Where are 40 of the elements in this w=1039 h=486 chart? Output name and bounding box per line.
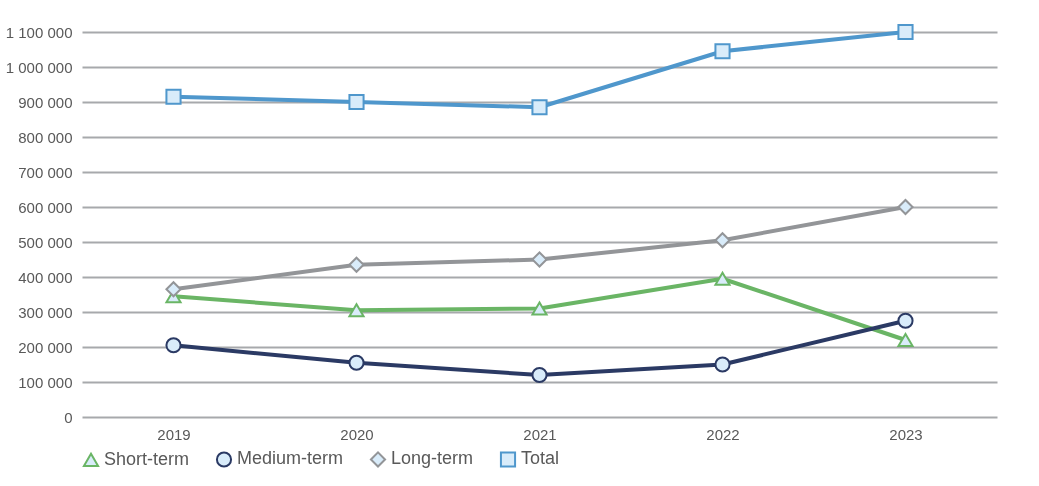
- point: [531, 99, 548, 116]
- point: [897, 332, 914, 348]
- legend-label: Total: [521, 448, 560, 469]
- y-tick-label: 1 000 000: [5, 58, 73, 76]
- y-tick-label: 200 000: [18, 338, 73, 356]
- x-tick-label: 2019: [157, 425, 191, 443]
- legend-label: Medium-term: [237, 448, 344, 469]
- point: [348, 354, 365, 371]
- point: [348, 256, 365, 273]
- x-tick-label: 2021: [523, 425, 557, 443]
- x-tick-label: 2020: [340, 425, 374, 443]
- legend-label: Short-term: [104, 448, 190, 469]
- point: [897, 23, 914, 41]
- y-tick-label: 800 000: [18, 128, 73, 146]
- y-tick-label: 900 000: [18, 93, 73, 111]
- point: [714, 43, 731, 60]
- point: [348, 303, 365, 318]
- y-tick-label: 0: [64, 408, 73, 426]
- point: [531, 251, 548, 268]
- point: [531, 366, 548, 384]
- y-tick-label: 400 000: [18, 268, 73, 286]
- point: [165, 337, 182, 354]
- y-tick-label: 300 000: [18, 303, 73, 321]
- y-tick-label: 1 100 000: [5, 23, 73, 41]
- point: [897, 198, 914, 216]
- x-tick-label: 2023: [889, 425, 923, 443]
- point: [165, 88, 182, 105]
- point: [165, 281, 182, 298]
- x-tick-label: 2022: [706, 425, 740, 443]
- point: [714, 356, 731, 373]
- point: [531, 301, 548, 316]
- legend-label: Long-term: [391, 448, 474, 469]
- point: [714, 232, 731, 249]
- point: [897, 312, 914, 329]
- y-tick-label: 700 000: [18, 163, 73, 181]
- y-tick-label: 500 000: [18, 233, 73, 251]
- y-tick-label: 600 000: [18, 198, 73, 216]
- point: [348, 93, 365, 111]
- y-tick-label: 100 000: [18, 373, 73, 391]
- point: [714, 271, 731, 286]
